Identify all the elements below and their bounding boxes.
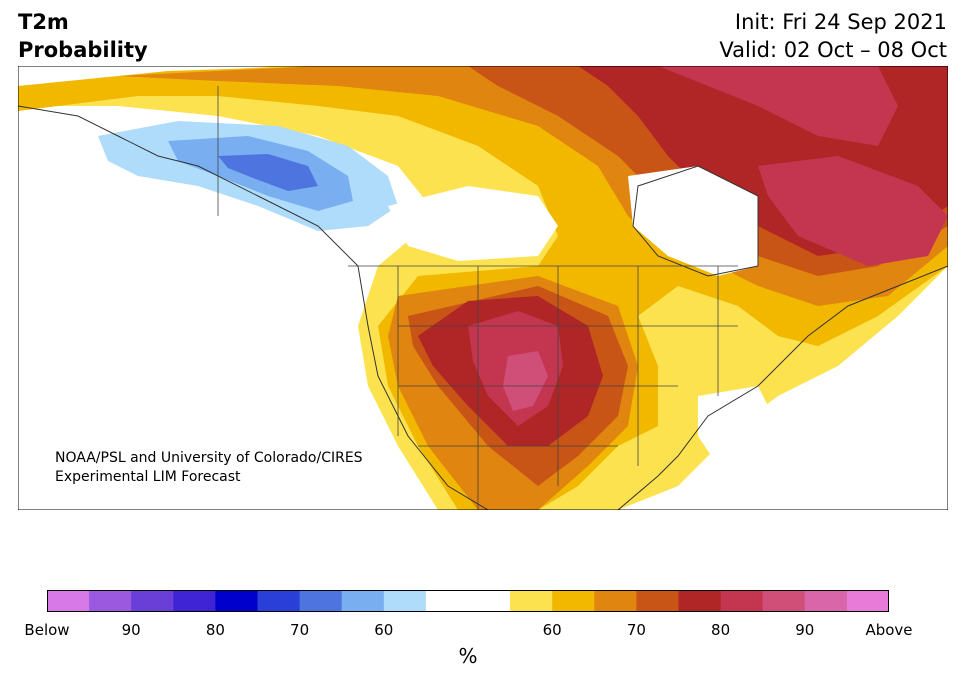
colorbar-tick-label: 90 [795, 621, 815, 639]
product-title: Probability [18, 38, 148, 62]
credit-line-2: Experimental LIM Forecast [55, 469, 241, 485]
variable-title: T2m [18, 10, 69, 34]
colorbar-segment [47, 590, 90, 612]
colorbar-segment [468, 590, 511, 612]
colorbar-segment [173, 590, 216, 612]
colorbar-tick-label: 70 [290, 621, 310, 639]
colorbar [47, 590, 889, 612]
colorbar-segment [720, 590, 764, 612]
colorbar-segment [510, 590, 553, 612]
colorbar-tick-label: 60 [374, 621, 394, 639]
colorbar-tick-label: Below [24, 621, 70, 639]
colorbar-segment [299, 590, 343, 612]
colorbar-segment [383, 590, 427, 612]
colorbar-segment [762, 590, 806, 612]
date-block: Init: Fri 24 Sep 2021 Valid: 02 Oct – 08… [719, 8, 947, 64]
colorbar-segment [594, 590, 637, 612]
colorbar-tick-label: 90 [121, 621, 141, 639]
colorbar-segment [89, 590, 132, 612]
colorbar-segment [636, 590, 679, 612]
political-borders [217, 86, 738, 510]
colorbar-tick-label: 80 [711, 621, 731, 639]
credit-line-1: NOAA/PSL and University of Colorado/CIRE… [55, 450, 363, 466]
colorbar-segment [131, 590, 174, 612]
colorbar-outline [47, 590, 889, 612]
colorbar-segment [341, 590, 385, 612]
neutral-region [388, 166, 778, 466]
colorbar-segment [846, 590, 889, 612]
probability-map [18, 66, 948, 510]
colorbar-unit: % [458, 644, 478, 668]
title-block: T2m Probability [18, 8, 148, 64]
coastline [18, 105, 948, 510]
init-date: Init: Fri 24 Sep 2021 [734, 10, 947, 34]
warm-region-pink [503, 351, 548, 411]
colorbar-segment [215, 590, 258, 612]
colorbar-tick-label: 60 [542, 621, 562, 639]
colorbar-tick-label: 80 [205, 621, 225, 639]
colorbar-segment [425, 590, 469, 612]
colorbar-tick-label: 70 [626, 621, 646, 639]
cool-region-dark [218, 154, 318, 191]
colorbar-segment [257, 590, 301, 612]
colorbar-segment [678, 590, 722, 612]
valid-range: Valid: 02 Oct – 08 Oct [719, 38, 947, 62]
credit-text: NOAA/PSL and University of Colorado/CIRE… [55, 449, 363, 487]
colorbar-tick-label: Above [865, 621, 913, 639]
colorbar-segment [552, 590, 595, 612]
colorbar-segment [804, 590, 848, 612]
